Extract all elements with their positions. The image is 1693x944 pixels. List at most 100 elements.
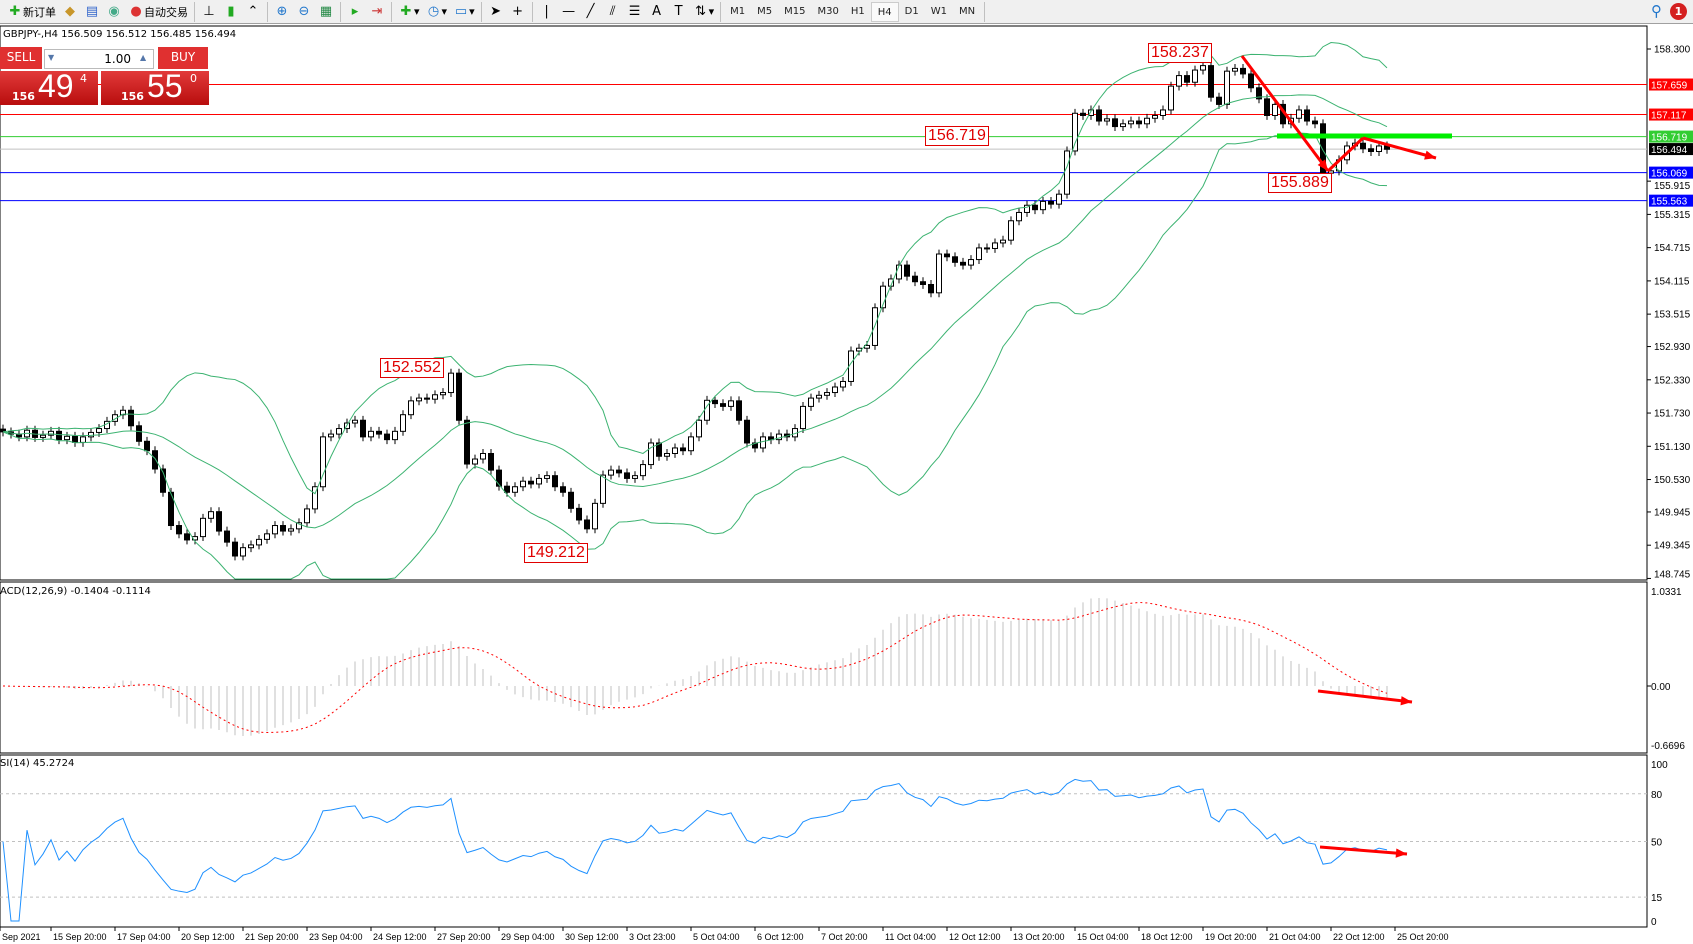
timeframe-mn[interactable]: MN [958,5,976,17]
candle [1368,148,1374,153]
auto-trading-label: 自动交易 [144,5,188,19]
trend-arrow-down-head [1317,159,1328,171]
line-chart-button[interactable]: ⌃ [242,2,264,22]
lot-increase-icon[interactable]: ▲ [140,53,147,62]
search-icon[interactable]: ⚲ [1651,2,1662,20]
sell-price[interactable]: 156 49 4 [0,68,98,105]
candle [824,392,830,396]
candle [488,452,494,471]
annotation-swing-low[interactable]: 149.212 [524,543,588,563]
price-tick-label: 148.745 [1654,570,1691,581]
bar-chart-button[interactable]: ⊥ [198,2,220,22]
macd-tick-label: 1.0331 [1651,587,1682,598]
lot-decrease-icon[interactable]: ▼ [48,53,55,62]
timeframe-h4[interactable]: H4 [870,1,899,22]
notification-badge[interactable]: 1 [1670,2,1687,20]
candle [1376,145,1382,153]
candle [1304,109,1310,122]
new-order-button[interactable]: ✚ 新订单 [4,2,59,22]
candle [1008,220,1014,241]
rsi-tick-label: 50 [1651,838,1663,849]
candle [1264,98,1270,116]
timeframe-m30[interactable]: M30 [817,5,839,17]
templates-button[interactable]: ▭ ▾ [454,3,475,19]
price-tick-label: 152.330 [1654,375,1691,386]
cursor-button[interactable]: ➤ [485,2,507,22]
candle [960,261,966,266]
auto-trading-button[interactable]: ● 自动交易 [125,2,191,22]
candle [1104,118,1110,122]
candle [184,533,190,541]
zoom-out-button[interactable]: ⊖ [293,2,315,22]
macd-label: ACD(12,26,9) -0.1404 -0.1114 [0,586,151,597]
lot-value: 1.00 [104,52,131,66]
candle [1248,73,1254,89]
candle-chart-button[interactable]: ▮ [220,2,242,22]
timeframe-m5[interactable]: M5 [757,5,773,17]
chart-shift-button[interactable]: ▸ [344,2,366,22]
buy-price[interactable]: 156 55 0 [101,68,209,105]
candle [840,380,846,388]
annotation-resistance[interactable]: 156.719 [925,126,989,146]
candle [744,419,750,444]
text-label-button[interactable]: T [668,2,690,22]
candle [248,544,254,549]
autoscroll-button[interactable]: ⇥ [366,2,388,22]
time-axis-label: 29 Sep 04:00 [501,932,555,942]
channel-button[interactable]: ⫽ [602,2,624,22]
indicators-button[interactable]: ✚ ▾ [395,2,423,22]
price-tag [1649,166,1693,179]
candlestick-icon: ▮ [227,3,235,19]
buy-button[interactable]: BUY [158,47,208,69]
annotation-swing-high[interactable]: 152.552 [380,358,444,378]
text-icon: A [652,3,662,19]
candle [296,522,302,530]
fibonacci-button[interactable]: ☰ [624,2,646,22]
annotation-high[interactable]: 158.237 [1148,43,1212,63]
vertical-line-button[interactable]: | [536,2,558,22]
price-tick-label: 153.515 [1654,310,1691,321]
candle [232,541,238,557]
timeframe-d1[interactable]: D1 [904,5,919,17]
lot-size-input[interactable]: 1.00 [44,49,154,69]
trendline-button[interactable]: ╱ [580,2,602,22]
horizontal-line-button[interactable]: — [558,2,580,22]
time-axis-label: 27 Sep 20:00 [437,932,491,942]
zoom-in-button[interactable]: ⊕ [271,2,293,22]
timeframe-h1[interactable]: H1 [850,5,865,17]
price-tick-label: 150.530 [1654,475,1691,486]
chart-title: GBPJPY-,H4 156.509 156.512 156.485 156.4… [3,29,237,40]
crosshair-button[interactable]: + [507,2,529,22]
price-tick-label: 149.945 [1654,507,1691,518]
candle [720,403,726,407]
periods-button[interactable]: ◷ ▾ [423,2,451,22]
print-button[interactable]: ▤ [81,2,103,22]
vertical-line-icon: | [544,3,549,19]
sell-button[interactable]: SELL [0,47,42,69]
tile-windows-button[interactable]: ▦ [315,2,337,22]
expert-button[interactable]: ◆ [59,2,81,22]
candle [1088,109,1094,116]
candle [584,519,590,530]
clock-icon: ◷ [427,3,440,19]
candle [1080,112,1086,116]
candle [376,430,382,435]
candle [896,264,902,280]
rsi-arrow-head [1395,848,1407,858]
annotation-low-recent[interactable]: 155.889 [1268,173,1332,193]
candle [680,447,686,452]
arrows-button[interactable]: ⇅ ▾ [690,2,718,22]
candle [264,533,270,540]
time-axis-label: 23 Sep 04:00 [309,932,363,942]
candle [136,425,142,442]
timeframe-w1[interactable]: W1 [930,5,947,17]
text-button[interactable]: A [646,2,668,22]
signal-button[interactable]: ◉ [103,2,125,22]
timeframe-m1[interactable]: M1 [730,5,746,17]
candle [1240,67,1246,75]
price-tag-label: 156.494 [1651,145,1688,156]
candle [1296,109,1302,119]
printer-icon: ▤ [85,3,99,19]
timeframe-m15[interactable]: M15 [784,5,806,17]
